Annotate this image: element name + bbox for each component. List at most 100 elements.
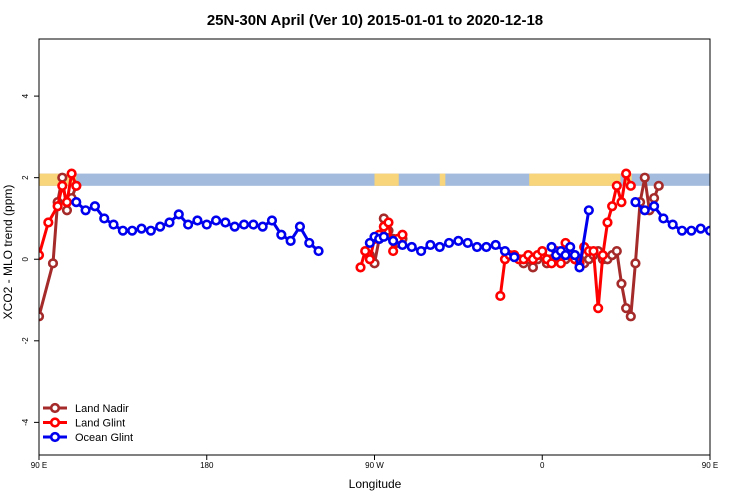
y-tick-label: 2	[21, 175, 30, 180]
land-band	[439, 173, 446, 186]
data-point	[276, 229, 287, 240]
data-point	[546, 258, 557, 269]
legend-label: Land Glint	[75, 418, 125, 430]
data-point	[667, 219, 678, 230]
data-point	[155, 221, 166, 232]
data-point	[527, 262, 539, 273]
data-point	[364, 254, 375, 265]
data-point	[257, 221, 268, 232]
data-point	[89, 201, 101, 212]
land-ocean-strip	[39, 173, 710, 186]
data-point	[355, 262, 366, 273]
legend-label: Ocean Glint	[75, 432, 133, 444]
data-point	[546, 241, 557, 253]
data-point	[266, 215, 278, 226]
data-point	[565, 241, 576, 253]
data-point	[607, 201, 618, 212]
data-point	[611, 245, 622, 257]
data-point	[648, 192, 660, 204]
data-point	[238, 219, 250, 230]
data-point	[616, 278, 627, 289]
data-point	[294, 221, 306, 232]
data-point	[686, 225, 697, 236]
data-point	[509, 252, 520, 263]
land-band	[529, 173, 621, 186]
data-point	[127, 225, 138, 236]
data-point	[425, 239, 436, 251]
data-point	[192, 215, 203, 226]
data-point	[145, 225, 156, 236]
data-point	[304, 237, 315, 249]
legend-marker	[49, 417, 61, 428]
data-point	[201, 219, 212, 230]
data-point	[443, 237, 455, 249]
data-point	[574, 262, 585, 273]
data-point	[695, 223, 706, 234]
data-point	[164, 217, 175, 228]
data-point	[676, 225, 688, 236]
data-point	[183, 219, 194, 230]
data-point	[593, 303, 604, 314]
data-point	[490, 239, 501, 251]
data-point	[43, 217, 54, 228]
plot-frame	[38, 38, 711, 456]
data-point	[47, 258, 59, 269]
data-point	[397, 239, 408, 251]
x-tick-label: 90 E	[31, 461, 47, 470]
data-point	[621, 303, 632, 314]
data-point	[57, 172, 68, 183]
data-point	[653, 180, 664, 191]
legend: Land Nadir Land Glint Ocean Glint	[43, 402, 133, 444]
data-point	[560, 250, 571, 261]
x-tick-label: 90 W	[365, 461, 384, 470]
data-point	[453, 235, 464, 246]
y-tick-label: -4	[21, 418, 30, 426]
data-point	[588, 245, 599, 257]
data-point	[725, 219, 733, 227]
data-point	[555, 258, 566, 269]
data-point	[388, 235, 399, 246]
data-point	[625, 180, 636, 191]
data-point	[383, 217, 394, 228]
y-axis: -4 -2 0 2 4	[21, 93, 39, 426]
data-point	[639, 172, 650, 183]
data-point	[499, 245, 511, 257]
data-point	[471, 241, 483, 253]
data-point	[621, 168, 632, 179]
series-1	[39, 168, 636, 314]
data-point	[397, 229, 408, 240]
data-point	[80, 205, 91, 216]
data-point	[597, 250, 608, 261]
x-tick-label: 0	[540, 461, 545, 470]
data-point	[583, 205, 594, 216]
data-point	[462, 237, 473, 249]
data-point	[658, 213, 669, 224]
data-point	[704, 225, 710, 236]
data-point	[313, 245, 324, 257]
data-point	[57, 180, 68, 191]
data-point	[108, 219, 119, 230]
legend-marker	[49, 431, 61, 443]
data-point	[229, 221, 240, 232]
data-point	[406, 241, 417, 253]
data-point	[210, 215, 222, 226]
y-tick-label: 4	[21, 93, 30, 98]
data-point	[630, 197, 641, 208]
data-point	[378, 231, 389, 242]
x-axis-label: Longitude	[349, 477, 402, 491]
legend-marker	[49, 402, 61, 414]
data-point	[61, 197, 73, 208]
data-point	[66, 168, 77, 179]
y-tick-label: -2	[21, 337, 30, 345]
data-point	[734, 209, 742, 217]
data-point	[537, 245, 548, 257]
series-group	[39, 168, 742, 322]
data-point	[136, 223, 147, 234]
data-point	[173, 209, 184, 220]
data-point	[117, 225, 128, 236]
data-point	[61, 205, 73, 216]
data-point	[220, 217, 231, 228]
data-point	[639, 205, 650, 216]
chart-title: 25N-30N April (Ver 10) 2015-01-01 to 202…	[207, 12, 543, 29]
